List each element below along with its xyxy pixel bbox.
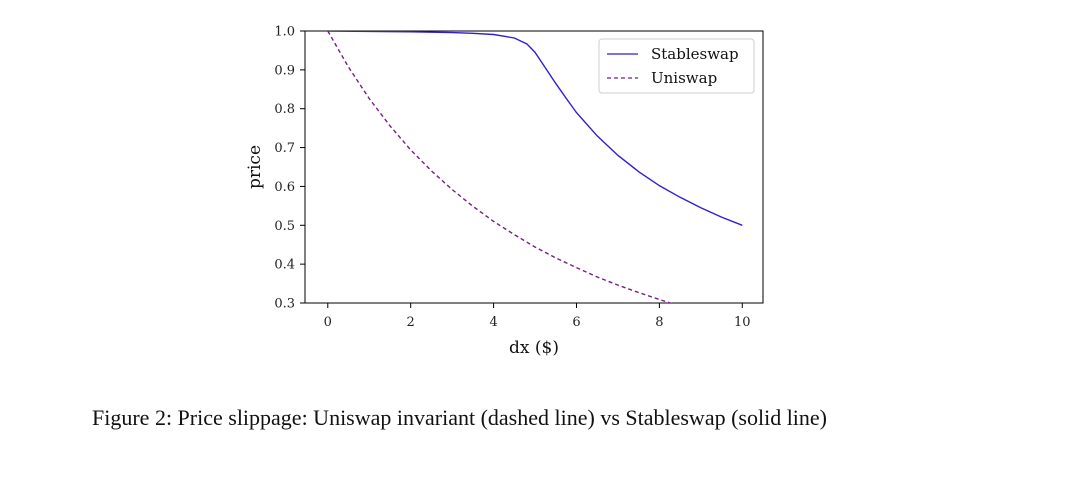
y-tick-label: 0.3: [274, 297, 295, 312]
legend-label-stableswap: Stableswap: [651, 45, 739, 63]
series-line-stableswap: [327, 31, 743, 226]
x-tick-label: 8: [655, 315, 663, 330]
y-tick-label: 0.8: [274, 102, 295, 117]
legend: Stableswap Uniswap: [598, 38, 755, 94]
y-tick-label: 0.4: [274, 258, 295, 273]
legend-box: [598, 38, 755, 94]
y-tick-label: 0.7: [274, 141, 295, 156]
x-tick-label: 4: [489, 315, 497, 330]
x-tick-label: 10: [734, 315, 751, 330]
x-tick-label: 6: [572, 315, 580, 330]
series-layer: [327, 31, 743, 303]
y-tick-label: 0.9: [274, 63, 295, 78]
plot-area-frame: [304, 30, 764, 304]
y-tick-label: 0.5: [274, 219, 295, 234]
y-tick-label: 1.0: [274, 25, 295, 40]
x-tick-label: 2: [407, 315, 415, 330]
y-tick-label: 0.6: [274, 180, 295, 195]
axis-ticks: 0 2 4 6 8 10 0.3 0.4 0.5 0.6 0.7 0.8 0.9 1.0: [274, 25, 750, 331]
legend-label-uniswap: Uniswap: [651, 69, 717, 87]
x-tick-label: 0: [324, 315, 332, 330]
y-axis-label: price: [245, 145, 265, 189]
x-axis-label: dx ($): [509, 338, 559, 358]
series-line-uniswap: [327, 31, 673, 303]
figure-caption: Figure 2: Price slippage: Uniswap invari…: [92, 405, 828, 430]
